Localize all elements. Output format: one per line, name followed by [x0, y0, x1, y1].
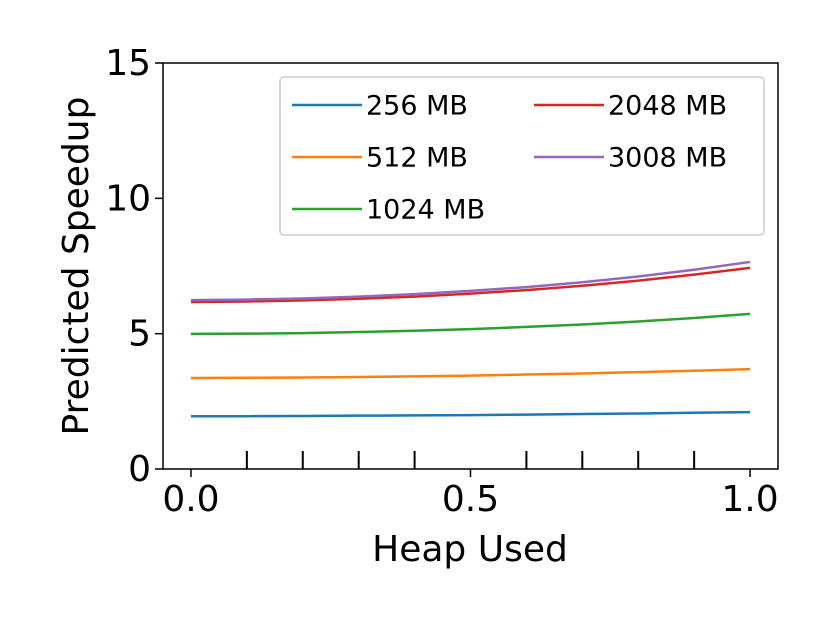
legend: 256 MB 512 MB 1024 MB 2048 MB 3008 MB — [279, 76, 765, 236]
legend-label: 2048 MB — [608, 91, 727, 122]
line-series — [190, 260, 751, 302]
y-axis-label: Predicted Speedup — [56, 97, 97, 436]
line-series — [190, 312, 751, 336]
x-tick-label: 0.5 — [442, 479, 499, 520]
x-tick-label: 1.0 — [721, 479, 778, 520]
x-tick-label: 0.0 — [162, 479, 219, 520]
line-series — [190, 367, 751, 380]
y-tick-label: 10 — [105, 178, 151, 219]
y-tick-label: 0 — [128, 449, 151, 490]
line-series — [190, 410, 751, 418]
y-tick-label: 15 — [105, 43, 151, 84]
line-series — [190, 266, 751, 304]
x-axis-label: Heap Used — [372, 529, 568, 570]
legend-label: 1024 MB — [366, 195, 485, 226]
legend-label: 256 MB — [366, 91, 468, 122]
legend-label: 512 MB — [366, 143, 468, 174]
legend-box — [279, 76, 765, 236]
plot-frame — [162, 62, 779, 470]
legend-label: 3008 MB — [608, 143, 727, 174]
y-tick-label: 5 — [128, 314, 151, 355]
